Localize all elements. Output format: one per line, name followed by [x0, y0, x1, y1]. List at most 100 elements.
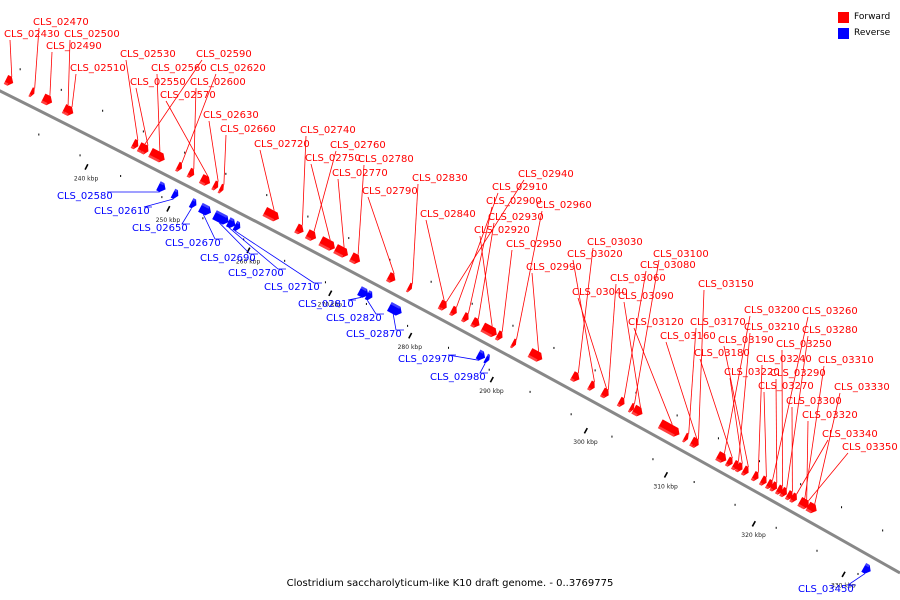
- minor-tick-dot: [652, 458, 654, 461]
- forward-gene-CLS_03220-highlight: [734, 468, 739, 473]
- minor-tick-dot: [471, 302, 473, 305]
- gene-label-CLS_03280: CLS_03280: [802, 325, 858, 336]
- legend-reverse-label: Reverse: [854, 28, 891, 38]
- leader-line-CLS_03060: [608, 283, 617, 390]
- reverse-gene-CLS_02580-highlight: [159, 181, 165, 186]
- leader-line-CLS_02920: [479, 235, 493, 327]
- leader-line-CLS_02570: [165, 100, 209, 177]
- leader-line-CLS_02430: [9, 39, 13, 77]
- forward-gene-CLS_02550-highlight: [140, 150, 145, 155]
- leader-line-CLS_02620: [181, 73, 217, 164]
- minor-tick-dot: [38, 133, 40, 136]
- tick-label: 250 kbp: [156, 217, 181, 224]
- forward-gene-CLS_03210-highlight: [731, 466, 735, 471]
- forward-gene-CLS_03020: [587, 380, 595, 391]
- gene-label-CLS_02920: CLS_02920: [474, 225, 530, 236]
- minor-tick-dot: [324, 281, 326, 284]
- gene-label-CLS_02720: CLS_02720: [254, 139, 310, 150]
- forward-gene-CLS_03330-highlight: [805, 508, 812, 514]
- forward-gene-CLS_03290: [769, 481, 777, 492]
- tick-mark: [408, 332, 413, 339]
- gene-features: [3, 75, 871, 574]
- gene-label-CLS_02470: CLS_02470: [33, 17, 89, 28]
- gene-label-CLS_02710: CLS_02710: [264, 282, 320, 293]
- gene-label-CLS_03260: CLS_03260: [802, 306, 858, 317]
- gene-label-CLS_03120: CLS_03120: [628, 317, 684, 328]
- minor-tick-dot: [611, 435, 613, 438]
- minor-tick-dot: [79, 154, 81, 157]
- gene-label-CLS_02840: CLS_02840: [420, 209, 476, 220]
- gene-label-CLS_02570: CLS_02570: [160, 90, 216, 101]
- legend-reverse-swatch: [838, 27, 849, 39]
- leader-line-CLS_02500: [67, 39, 71, 106]
- gene-label-CLS_03290: CLS_03290: [770, 368, 826, 379]
- gene-label-CLS_02550: CLS_02550: [130, 77, 186, 88]
- forward-gene-CLS_03260-highlight: [765, 485, 769, 490]
- forward-gene-CLS_03090-highlight: [631, 411, 638, 417]
- leader-line-CLS_03280: [786, 335, 809, 489]
- forward-gene-CLS_02620-highlight: [175, 168, 179, 172]
- tick-label: 280 kbp: [398, 344, 423, 351]
- leader-line-CLS_03120: [633, 327, 673, 425]
- forward-gene-CLS_02550: [140, 144, 149, 155]
- reverse-gene-CLS_02710-highlight: [236, 220, 240, 225]
- gene-label-CLS_02970: CLS_02970: [398, 354, 454, 365]
- forward-gene-CLS_02590-highlight: [136, 148, 142, 153]
- forward-gene-CLS_03180-highlight: [724, 463, 729, 467]
- gene-label-CLS_02580: CLS_02580: [57, 191, 113, 202]
- forward-gene-CLS_02760: [304, 229, 317, 241]
- leader-line-CLS_03330: [814, 392, 841, 505]
- forward-gene-CLS_02920-highlight: [480, 329, 493, 338]
- minor-tick-dot: [693, 481, 695, 484]
- reverse-gene-CLS_02690-highlight: [215, 210, 228, 218]
- minor-tick-dot: [734, 503, 736, 506]
- forward-gene-CLS_02720: [262, 207, 279, 222]
- genome-backbone: [0, 89, 900, 575]
- forward-gene-CLS_03350: [801, 499, 809, 510]
- forward-gene-CLS_02660-highlight: [217, 190, 221, 194]
- forward-gene-CLS_03280-highlight: [779, 493, 784, 498]
- reverse-gene-CLS_02610-highlight: [174, 188, 178, 193]
- leader-line-CLS_03320: [806, 420, 809, 500]
- forward-gene-CLS_03100-highlight: [627, 409, 631, 413]
- forward-gene-CLS_02470-highlight: [28, 94, 32, 98]
- forward-gene-CLS_02780-highlight: [349, 259, 356, 265]
- minor-tick-dot: [102, 109, 104, 112]
- forward-gene-CLS_02510: [63, 105, 74, 116]
- forward-gene-CLS_03180: [724, 456, 733, 467]
- gene-label-CLS_03150: CLS_03150: [698, 279, 754, 290]
- minor-tick-dot: [184, 151, 186, 154]
- leader-line-CLS_02550: [135, 87, 149, 146]
- forward-gene-CLS_03190-highlight: [740, 472, 745, 476]
- forward-gene-CLS_02780: [349, 252, 361, 265]
- forward-gene-CLS_02830-highlight: [405, 289, 409, 293]
- gene-label-CLS_02620: CLS_02620: [210, 63, 266, 74]
- forward-gene-CLS_02430: [3, 75, 14, 86]
- minor-tick-dot: [800, 483, 802, 486]
- forward-gene-CLS_02740: [294, 223, 304, 235]
- leader-line-CLS_02630: [208, 120, 219, 182]
- leader-line-CLS_02560: [156, 73, 161, 152]
- minor-tick-dot: [225, 172, 227, 175]
- leader-line-CLS_02790: [367, 196, 395, 275]
- tick-mark: [663, 471, 669, 478]
- leader-line-CLS_03180: [699, 358, 733, 459]
- forward-gene-CLS_03240: [750, 471, 759, 482]
- tick-mark: [583, 427, 588, 434]
- gene-label-CLS_02980: CLS_02980: [430, 372, 486, 383]
- gene-label-CLS_02630: CLS_02630: [203, 110, 259, 121]
- reverse-gene-CLS_02580: [156, 181, 166, 192]
- forward-gene-CLS_03160: [689, 436, 697, 447]
- reverse-gene-CLS_02820-highlight: [368, 290, 373, 294]
- gene-label-CLS_02610: CLS_02610: [94, 206, 150, 217]
- leader-line-CLS_03220: [729, 377, 743, 464]
- forward-gene-CLS_03190: [740, 465, 749, 476]
- gene-label-CLS_02760: CLS_02760: [330, 140, 386, 151]
- leader-line-CLS_02930: [478, 222, 495, 320]
- forward-gene-CLS_03030: [570, 371, 580, 382]
- minor-tick-dot: [120, 174, 122, 177]
- reverse-gene-CLS_02650: [188, 198, 197, 209]
- leader-line-CLS_03160: [665, 341, 698, 439]
- tick-mark: [328, 290, 333, 297]
- forward-gene-CLS_03270: [758, 475, 767, 486]
